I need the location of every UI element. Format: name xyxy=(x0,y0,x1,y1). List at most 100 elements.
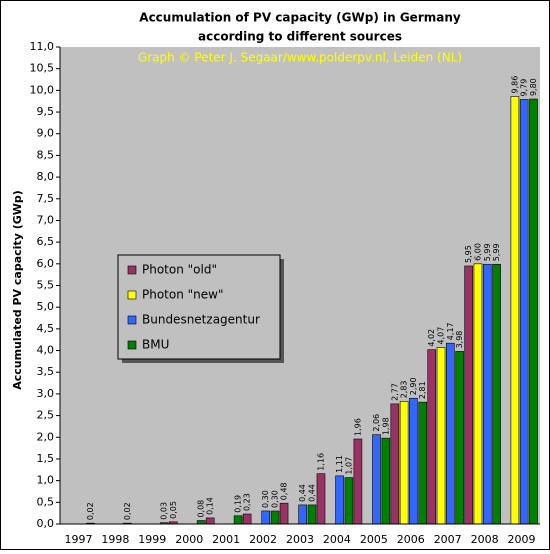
value-label: 1,98 xyxy=(381,417,390,435)
bar xyxy=(242,513,252,525)
x-tick-label: 2002 xyxy=(249,533,277,546)
bar xyxy=(233,515,243,525)
value-label: 0,30 xyxy=(271,490,280,508)
y-tick-label: 8,0 xyxy=(37,170,55,183)
x-tick-label: 2008 xyxy=(471,533,499,546)
x-tick-label: 1997 xyxy=(64,533,92,546)
bar xyxy=(196,520,206,525)
value-label: 6,00 xyxy=(473,243,482,261)
y-tick-label: 1,5 xyxy=(37,452,55,465)
legend-swatch xyxy=(127,340,137,350)
x-tick-label: 2007 xyxy=(434,533,462,546)
bar xyxy=(307,504,317,525)
legend-swatch xyxy=(127,290,137,300)
y-tick-label: 10,0 xyxy=(30,83,55,96)
y-tick-label: 3,0 xyxy=(37,387,55,400)
y-tick-label: 4,5 xyxy=(37,322,55,335)
bar xyxy=(409,397,418,525)
y-tick-label: 5,5 xyxy=(37,279,55,292)
legend-label: BMU xyxy=(142,338,169,352)
chart-title: according to different sources xyxy=(198,30,402,44)
bar xyxy=(261,510,271,525)
legend-label: Photon "old" xyxy=(142,263,217,277)
value-label: 1,07 xyxy=(344,457,353,475)
legend xyxy=(117,254,284,363)
value-label: 4,17 xyxy=(446,322,455,340)
value-label: 0,08 xyxy=(197,500,206,518)
value-label: 9,86 xyxy=(510,76,519,94)
value-label: 0,02 xyxy=(123,502,132,520)
y-tick-label: 6,5 xyxy=(37,235,55,248)
x-tick-label: 2009 xyxy=(508,533,536,546)
value-label: 2,77 xyxy=(390,383,399,401)
y-tick-label: 3,5 xyxy=(37,365,55,378)
legend-label: Bundesnetzagentur xyxy=(142,313,260,327)
value-label: 2,90 xyxy=(409,377,418,395)
bar xyxy=(390,403,400,525)
value-label: 0,02 xyxy=(86,502,95,520)
y-tick-label: 9,5 xyxy=(37,105,55,118)
value-label: 0,05 xyxy=(169,501,178,519)
chart-title: Accumulation of PV capacity (GWp) in Ger… xyxy=(139,11,461,25)
bar xyxy=(335,475,344,525)
y-tick-label: 11,0 xyxy=(30,40,55,53)
value-label: 0,03 xyxy=(160,502,169,520)
bar xyxy=(529,98,538,525)
value-label: 0,30 xyxy=(261,490,270,508)
y-tick-label: 1,0 xyxy=(37,474,55,487)
value-label: 2,81 xyxy=(418,381,427,399)
legend-label: Photon "new" xyxy=(142,288,224,302)
value-label: 4,07 xyxy=(437,327,446,345)
value-label: 2,06 xyxy=(372,414,381,432)
x-tick-label: 2005 xyxy=(360,533,388,546)
x-tick-label: 1999 xyxy=(138,533,166,546)
y-tick-label: 6,0 xyxy=(37,257,55,270)
y-tick-label: 7,0 xyxy=(37,213,55,226)
value-label: 5,95 xyxy=(464,245,473,263)
value-label: 5,99 xyxy=(483,243,492,261)
legend-box xyxy=(117,254,281,360)
y-axis-label: Accumulated PV capacity (GWp) xyxy=(11,190,24,390)
x-tick-label: 2003 xyxy=(286,533,314,546)
y-tick-label: 9,0 xyxy=(37,127,55,140)
y-tick-label: 4,0 xyxy=(37,344,55,357)
bar xyxy=(519,99,529,525)
y-tick-label: 2,5 xyxy=(37,409,55,422)
bar xyxy=(372,434,381,525)
y-tick-label: 8,5 xyxy=(37,148,55,161)
x-tick-label: 2001 xyxy=(212,533,240,546)
x-tick-label: 2006 xyxy=(397,533,425,546)
y-tick-label: 10,5 xyxy=(30,62,55,75)
bar xyxy=(353,438,363,525)
x-tick-label: 2004 xyxy=(323,533,351,546)
bar xyxy=(455,351,464,525)
x-tick-label: 1998 xyxy=(101,533,129,546)
bar xyxy=(427,349,437,525)
y-tick-label: 5,0 xyxy=(37,300,55,313)
value-label: 3,98 xyxy=(455,331,464,349)
bar xyxy=(298,504,307,525)
legend-swatch xyxy=(127,265,137,275)
bar xyxy=(510,96,520,525)
value-label: 2,83 xyxy=(400,380,409,398)
bar xyxy=(270,510,280,525)
bar xyxy=(482,263,492,525)
bar xyxy=(436,347,446,525)
bar xyxy=(279,502,289,525)
value-label: 1,11 xyxy=(335,455,344,473)
value-label: 0,23 xyxy=(243,493,252,511)
value-label: 4,02 xyxy=(427,329,436,347)
credit: Graph © Peter J. Segaar/www.polderpv.nl,… xyxy=(138,51,462,65)
bar xyxy=(205,517,215,525)
bar xyxy=(446,342,455,525)
x-tick-label: 2000 xyxy=(175,533,203,546)
y-tick-label: 0,0 xyxy=(37,517,55,530)
bar xyxy=(399,400,409,525)
legend-swatch xyxy=(127,315,137,325)
value-label: 0,14 xyxy=(206,497,215,515)
bar xyxy=(492,263,501,525)
value-label: 9,79 xyxy=(520,79,529,97)
value-label: 0,48 xyxy=(280,482,289,500)
bar xyxy=(316,473,326,525)
